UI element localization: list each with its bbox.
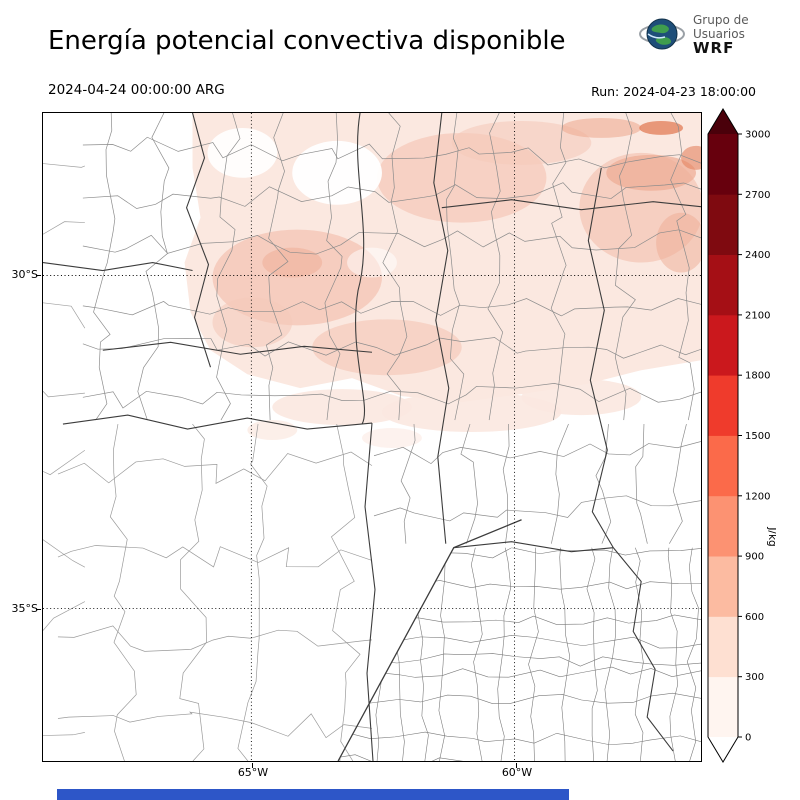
svg-text:900: 900 xyxy=(745,552,764,563)
run-time-label: Run: 2024-04-23 18:00:00 xyxy=(591,84,756,99)
svg-text:3000: 3000 xyxy=(745,130,770,141)
page-title: Energía potencial convectiva disponible xyxy=(48,26,566,56)
ytickmark-30s xyxy=(36,275,41,276)
map-plot-area xyxy=(42,112,702,762)
wrf-logo: Grupo de Usuarios WRF xyxy=(638,10,749,58)
svg-text:0: 0 xyxy=(745,733,751,744)
svg-text:1500: 1500 xyxy=(745,431,770,442)
logo-text-line1: Grupo de xyxy=(693,13,749,27)
svg-text:2700: 2700 xyxy=(745,190,770,201)
svg-text:2400: 2400 xyxy=(745,250,770,261)
ytickmark-35s xyxy=(36,609,41,610)
svg-text:1800: 1800 xyxy=(745,371,770,382)
logo-text-line3: WRF xyxy=(693,39,735,57)
province-borders xyxy=(43,113,701,761)
map-canvas xyxy=(43,113,701,761)
ytick-35s: 35°S xyxy=(11,602,38,615)
svg-text:300: 300 xyxy=(745,672,764,683)
logo-text-line2: Usuarios xyxy=(693,27,745,41)
xtickmark-65w xyxy=(252,763,253,768)
department-boundaries xyxy=(43,113,701,761)
svg-text:2100: 2100 xyxy=(745,310,770,321)
cape-shading xyxy=(184,113,701,448)
svg-text:600: 600 xyxy=(745,612,764,623)
footer-bar xyxy=(57,789,569,800)
valid-time-label: 2024-04-24 00:00:00 ARG xyxy=(48,82,225,98)
globe-icon xyxy=(639,18,685,50)
ytick-30s: 30°S xyxy=(11,268,38,281)
svg-text:J/kg: J/kg xyxy=(766,526,776,546)
xtick-65w: 65°W xyxy=(237,766,269,779)
graticule xyxy=(43,113,701,761)
colorbar: 0 300 600 900 1200 1500 1800 2100 2400 2700 3000 J/… xyxy=(707,108,776,763)
xtickmark-60w xyxy=(516,763,517,768)
xtick-60w: 60°W xyxy=(501,766,533,779)
svg-text:1200: 1200 xyxy=(745,491,770,502)
